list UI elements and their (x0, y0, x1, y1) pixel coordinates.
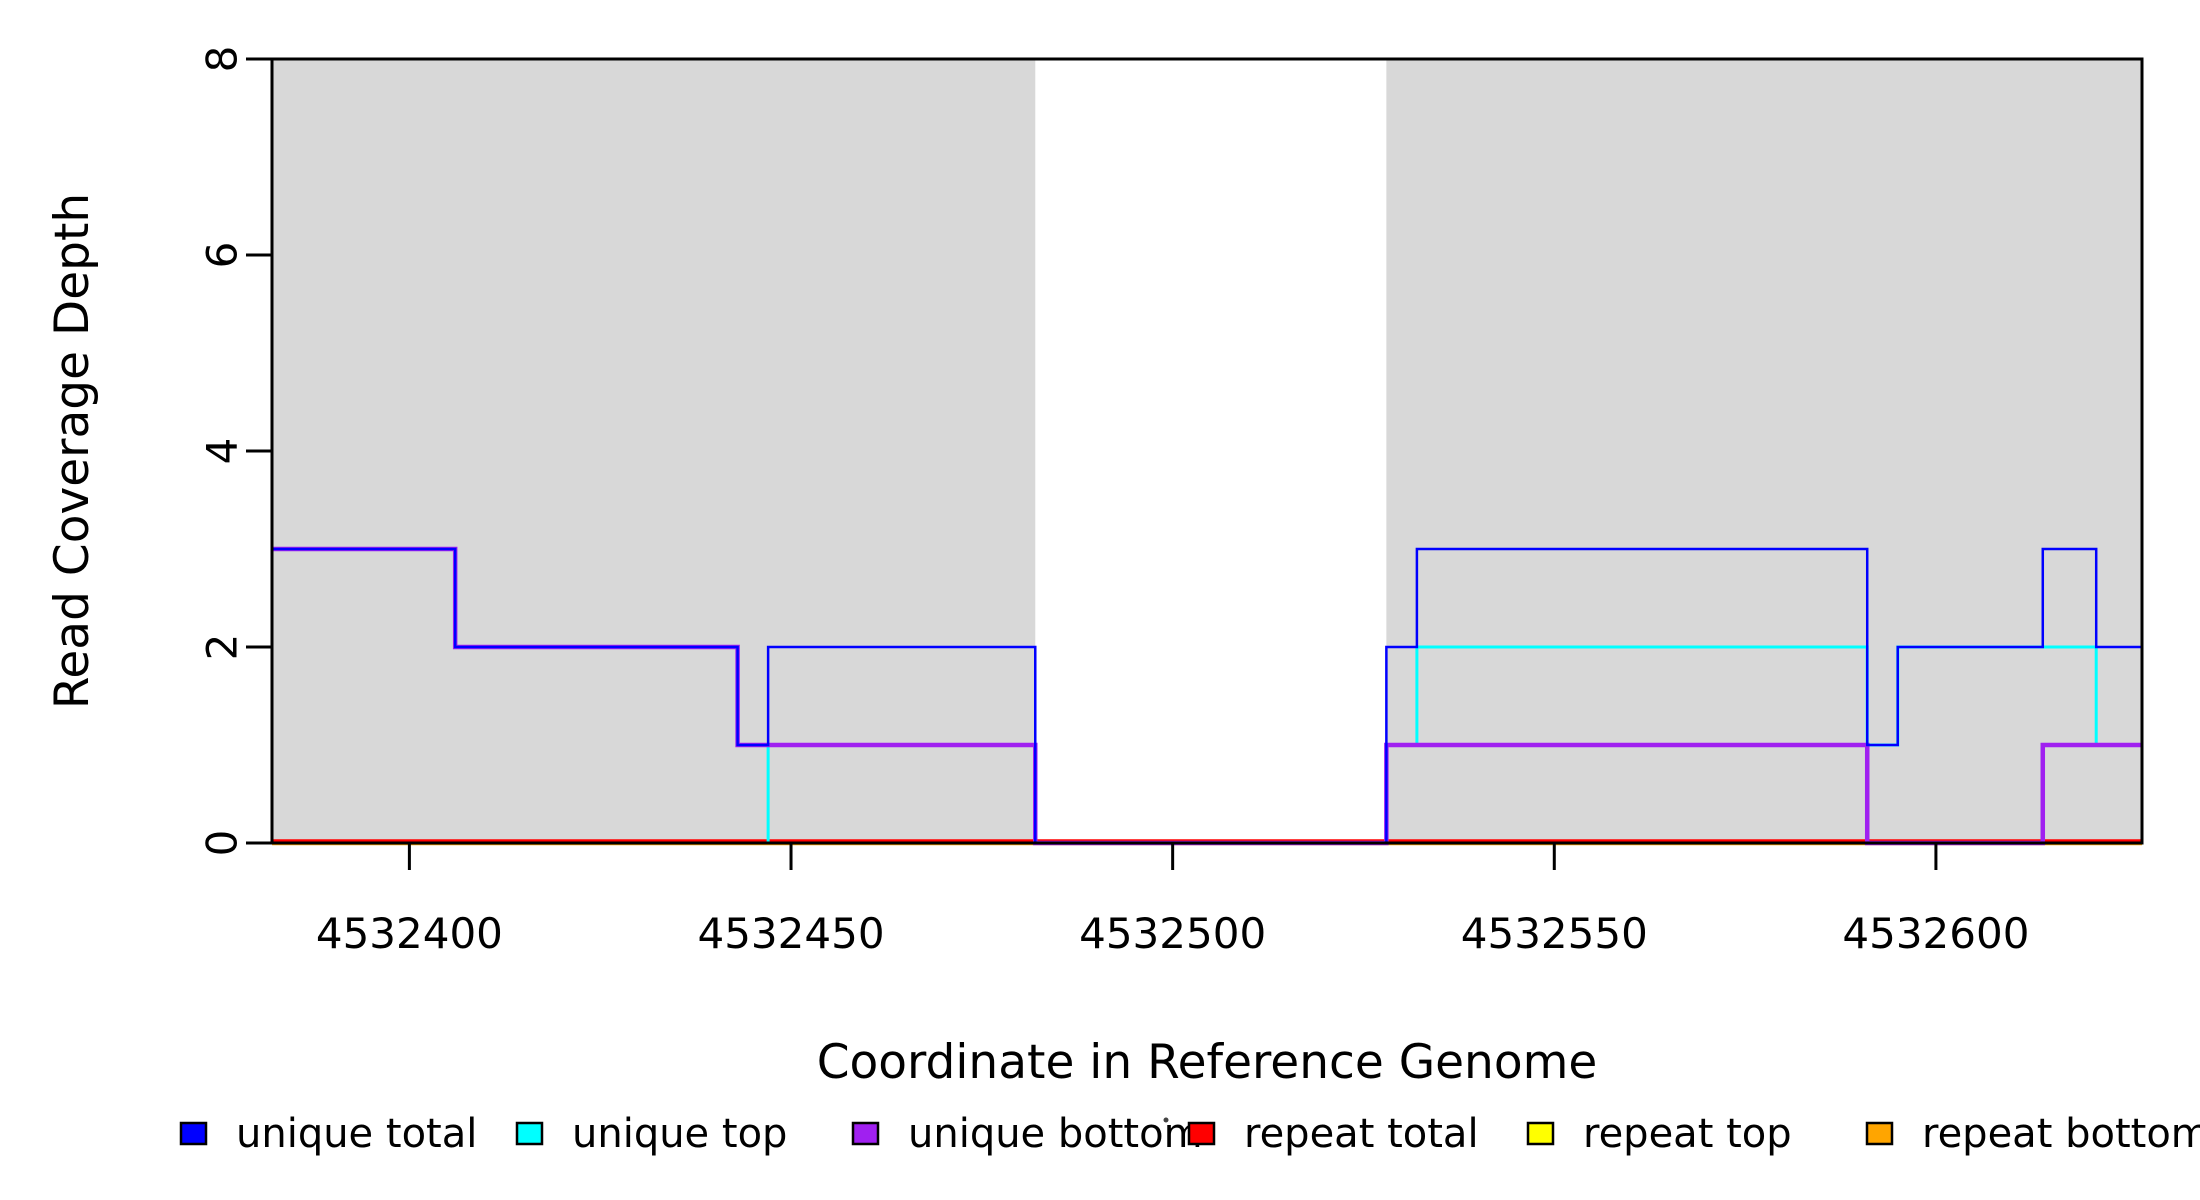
y-axis: 0 2 4 6 8 (198, 46, 272, 857)
legend-label: repeat total (1244, 1111, 1479, 1157)
y-tick-label: 8 (198, 46, 247, 73)
legend-label: unique top (572, 1111, 787, 1157)
legend: unique total unique top unique bottom repea… (179, 1111, 2200, 1157)
stray-dot (1163, 1117, 1169, 1123)
legend-item-repeat-top: repeat top (1526, 1111, 1792, 1157)
x-axis: 4532400 4532450 4532500 4532550 4532600 (316, 843, 2029, 958)
y-tick-label: 4 (198, 438, 247, 465)
shaded-region (272, 59, 1036, 843)
legend-item-unique-total: unique total (179, 1111, 477, 1157)
legend-label: repeat top (1583, 1111, 1792, 1157)
legend-swatch-repeat-top (1526, 1121, 1555, 1146)
legend-item-unique-bottom: unique bottom (851, 1111, 1203, 1157)
legend-swatch-unique-top (515, 1121, 544, 1146)
x-tick-label: 4532400 (316, 909, 503, 958)
legend-item-repeat-total: repeat total (1187, 1111, 1479, 1157)
legend-swatch-repeat-total (1187, 1121, 1216, 1146)
y-tick-label: 2 (198, 634, 247, 661)
legend-item-repeat-bottom: repeat bottom (1865, 1111, 2200, 1157)
shaded-unique-regions (272, 59, 2142, 843)
legend-swatch-unique-bottom (851, 1121, 880, 1146)
series-line-unique-total (272, 547, 2142, 845)
y-axis-title: Read Coverage Depth (45, 193, 100, 709)
legend-swatch-unique-total (179, 1121, 208, 1146)
shaded-region (1386, 59, 2142, 843)
x-tick-label: 4532500 (1079, 909, 1266, 958)
x-tick-label: 4532600 (1842, 909, 2029, 958)
legend-label: unique total (236, 1111, 477, 1157)
legend-label: repeat bottom (1922, 1111, 2200, 1157)
y-tick-label: 0 (198, 830, 247, 857)
legend-item-unique-top: unique top (515, 1111, 787, 1157)
x-tick-label: 4532550 (1461, 909, 1648, 958)
legend-swatch-repeat-bottom (1865, 1121, 1894, 1146)
x-axis-title: Coordinate in Reference Genome (817, 1035, 1598, 1090)
x-tick-label: 4532450 (697, 909, 884, 958)
y-tick-label: 6 (198, 242, 247, 269)
legend-label: unique bottom (908, 1111, 1203, 1157)
